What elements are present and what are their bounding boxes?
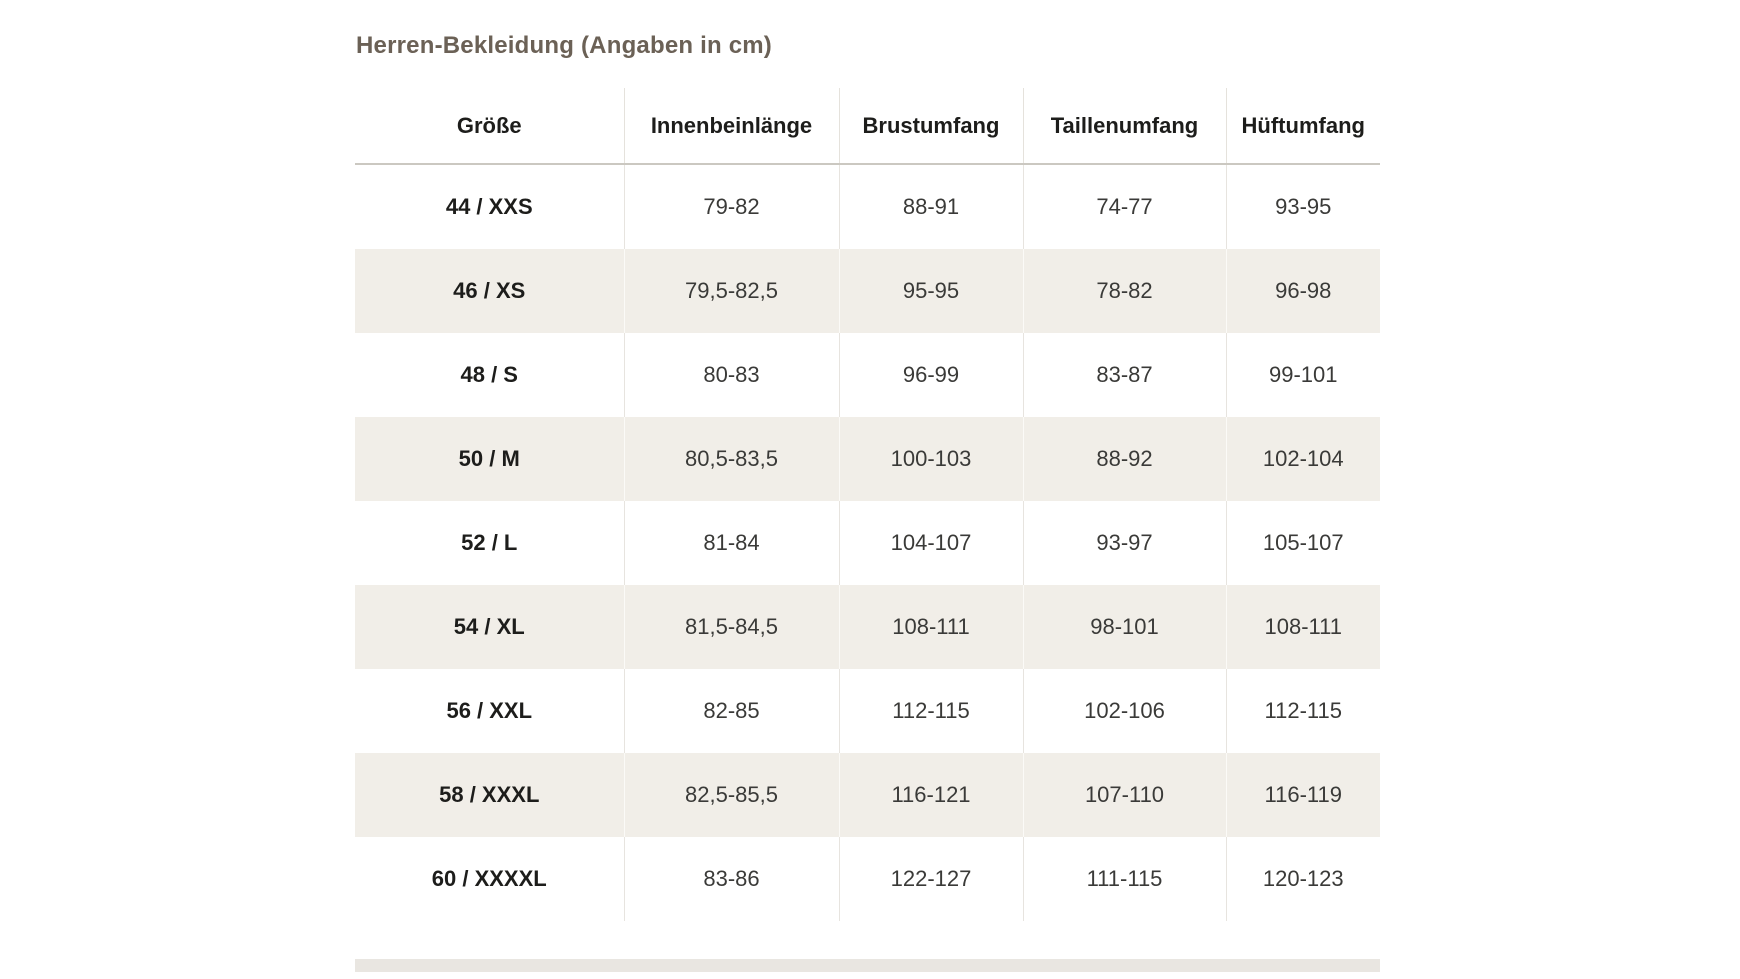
measurement-cell: 82-85 xyxy=(623,669,839,753)
measurement-cell: 88-92 xyxy=(1022,417,1226,501)
measurement-cell: 83-87 xyxy=(1022,333,1226,417)
table-row: 46 / XS 79,5-82,5 95-95 78-82 96-98 xyxy=(355,249,1380,333)
table-row: 48 / S 80-83 96-99 83-87 99-101 xyxy=(355,333,1380,417)
measurement-cell: 95-95 xyxy=(838,249,1023,333)
table-body: 44 / XXS 79-82 88-91 74-77 93-95 46 / XS 79,5-… xyxy=(355,164,1380,921)
header-row: Größe Innenbeinlänge Brustumfang Taillenumf… xyxy=(355,88,1380,165)
table-row: 60 / XXXXL 83-86 122-127 111-115 120-123 xyxy=(355,837,1380,921)
size-cell: 58 / XXXL xyxy=(355,753,624,837)
size-cell: 50 / M xyxy=(355,417,624,501)
measurement-cell: 102-104 xyxy=(1225,417,1380,501)
measurement-cell: 88-91 xyxy=(838,164,1023,249)
mens-size-chart-table: Größe Innenbeinlänge Brustumfang Taillenumf… xyxy=(355,88,1380,921)
table-row: 58 / XXXL 82,5-85,5 116-121 107-110 116-119 xyxy=(355,753,1380,837)
measurement-cell: 83-86 xyxy=(623,837,839,921)
measurement-cell: 98-101 xyxy=(1022,585,1226,669)
table-row: 52 / L 81-84 104-107 93-97 105-107 xyxy=(355,501,1380,585)
column-header-taillenumfang: Taillenumfang xyxy=(1022,88,1226,165)
size-cell: 60 / XXXXL xyxy=(431,866,547,891)
size-cell: 52 / L xyxy=(461,530,518,555)
measurement-cell: 120-123 xyxy=(1225,837,1380,921)
measurement-cell: 108-111 xyxy=(1225,585,1380,669)
size-cell: 56 / XXL xyxy=(446,698,533,723)
column-header-hueftumfang: Hüftumfang xyxy=(1225,88,1380,165)
measurement-cell: 105-107 xyxy=(1225,501,1380,585)
measurement-cell: 80-83 xyxy=(623,333,839,417)
measurement-cell: 112-115 xyxy=(1225,669,1380,753)
measurement-cell: 104-107 xyxy=(838,501,1023,585)
table-row: 50 / M 80,5-83,5 100-103 88-92 102-104 xyxy=(355,417,1380,501)
size-cell: 54 / XL xyxy=(355,585,624,669)
table-row: 44 / XXS 79-82 88-91 74-77 93-95 xyxy=(355,164,1380,249)
measurement-cell: 81-84 xyxy=(623,501,839,585)
measurement-cell: 74-77 xyxy=(1022,164,1226,249)
measurement-cell: 112-115 xyxy=(838,669,1023,753)
measurement-cell: 122-127 xyxy=(838,837,1023,921)
measurement-cell: 99-101 xyxy=(1225,333,1380,417)
next-section-divider xyxy=(355,959,1380,972)
measurement-cell: 108-111 xyxy=(838,585,1023,669)
measurement-cell: 79,5-82,5 xyxy=(623,249,839,333)
measurement-cell: 79-82 xyxy=(623,164,839,249)
page-title: Herren-Bekleidung (Angaben in cm) xyxy=(356,31,772,59)
size-cell: 46 / XS xyxy=(355,249,624,333)
measurement-cell: 82,5-85,5 xyxy=(623,753,839,837)
measurement-cell: 96-98 xyxy=(1225,249,1380,333)
measurement-cell: 81,5-84,5 xyxy=(623,585,839,669)
measurement-cell: 80,5-83,5 xyxy=(623,417,839,501)
size-cell: 48 / S xyxy=(460,362,518,387)
column-header-innenbeinlaenge: Innenbeinlänge xyxy=(623,88,839,165)
measurement-cell: 116-119 xyxy=(1225,753,1380,837)
size-cell: 44 / XXS xyxy=(445,194,533,219)
measurement-cell: 96-99 xyxy=(838,333,1023,417)
measurement-cell: 107-110 xyxy=(1022,753,1226,837)
table-row: 56 / XXL 82-85 112-115 102-106 112-115 xyxy=(355,669,1380,753)
column-header-brustumfang: Brustumfang xyxy=(838,88,1023,165)
measurement-cell: 100-103 xyxy=(838,417,1023,501)
measurement-cell: 93-97 xyxy=(1022,501,1226,585)
table-row: 54 / XL 81,5-84,5 108-111 98-101 108-111 xyxy=(355,585,1380,669)
column-header-groesse: Größe xyxy=(355,88,624,165)
measurement-cell: 78-82 xyxy=(1022,249,1226,333)
measurement-cell: 102-106 xyxy=(1022,669,1226,753)
measurement-cell: 111-115 xyxy=(1022,837,1226,921)
measurement-cell: 116-121 xyxy=(838,753,1023,837)
measurement-cell: 93-95 xyxy=(1225,164,1380,249)
